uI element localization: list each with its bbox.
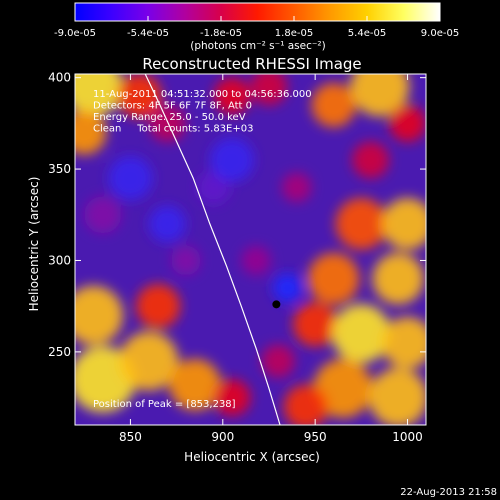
- heatmap-blob: [381, 198, 426, 250]
- heatmap-blob: [171, 245, 201, 276]
- y-axis-label: Heliocentric Y (arcsec): [27, 177, 41, 312]
- heatmap-blob: [108, 156, 153, 201]
- heatmap-blob: [335, 198, 388, 250]
- heatmap-blob: [135, 284, 181, 329]
- heatmap-blob: [283, 384, 329, 425]
- heatmap-blob: [350, 74, 410, 117]
- heatmap-blob: [292, 302, 338, 347]
- annotation-line: Clean Total counts: 5.83E+03: [93, 124, 253, 135]
- heatmap-blob: [148, 104, 186, 142]
- heatmap-blob: [209, 137, 255, 183]
- annotation-line: 11-Aug-2011 04:51:32.000 to 04:56:36.000: [93, 89, 312, 100]
- heatmap-blob: [352, 141, 390, 179]
- y-tick-label: 350: [48, 162, 71, 176]
- colorbar-tick-label: 1.8e-05: [275, 28, 313, 39]
- heatmap-blob: [250, 74, 288, 106]
- heatmap-blob: [84, 196, 122, 234]
- heatmap-blob: [372, 252, 425, 305]
- heatmap-blob: [311, 82, 356, 128]
- heatmap-blob: [307, 252, 360, 305]
- heatmap-blob: [75, 285, 124, 345]
- colorbar-unit-label: (photons cm⁻² s⁻¹ asec⁻²): [190, 40, 325, 52]
- annotation-line: Detectors: 4F 5F 6F 7F 8F, Att 0: [93, 101, 252, 112]
- colorbar-tick-label: 9.0e-05: [421, 28, 459, 39]
- heatmap-blob: [368, 368, 426, 425]
- x-tick-label: 900: [211, 430, 234, 444]
- chart-title: Reconstructed RHESSI Image: [142, 55, 361, 73]
- y-tick-label: 300: [48, 253, 71, 267]
- footer-date: 22-Aug-2013 21:58: [400, 487, 497, 498]
- colorbar: [74, 2, 441, 22]
- heatmap-blob: [389, 104, 426, 142]
- colorbar-tick-label: -1.8e-05: [200, 28, 242, 39]
- colorbar-tick-label: -5.4e-05: [127, 28, 169, 39]
- heatmap-blob: [75, 110, 107, 155]
- heatmap-blob: [331, 304, 391, 364]
- plot-frame: [74, 73, 427, 426]
- y-tick-label: 400: [48, 71, 71, 85]
- heatmap-blob: [169, 358, 221, 411]
- heatmap-blob: [381, 316, 426, 369]
- peak-position-label: Position of Peak = [853,238]: [93, 399, 236, 410]
- heatmap-blob: [213, 77, 251, 115]
- colorbar-tick-label: 5.4e-05: [348, 28, 386, 39]
- heatmap-blob: [148, 205, 186, 243]
- detector-marker: [272, 300, 281, 309]
- x-tick-label: 1000: [392, 430, 423, 444]
- heatmap-blob: [313, 358, 373, 418]
- heatmap-blob: [272, 273, 303, 303]
- x-tick-label: 950: [304, 430, 327, 444]
- solar-limb-curve: [144, 74, 281, 425]
- x-axis-label: Heliocentric X (arcsec): [184, 450, 320, 464]
- annotation-line: Energy Range: 25.0 - 50.0 keV: [93, 112, 246, 123]
- heatmap-blob: [281, 172, 312, 203]
- heatmap-blob: [213, 379, 251, 417]
- heatmap-blob: [241, 245, 271, 276]
- x-tick-label: 850: [119, 430, 142, 444]
- heatmap-blob: [261, 344, 295, 378]
- heatmap-blob: [119, 331, 179, 391]
- y-tick-label: 250: [48, 345, 71, 359]
- heatmap-blob: [75, 74, 124, 117]
- colorbar-tick-label: -9.0e-05: [54, 28, 96, 39]
